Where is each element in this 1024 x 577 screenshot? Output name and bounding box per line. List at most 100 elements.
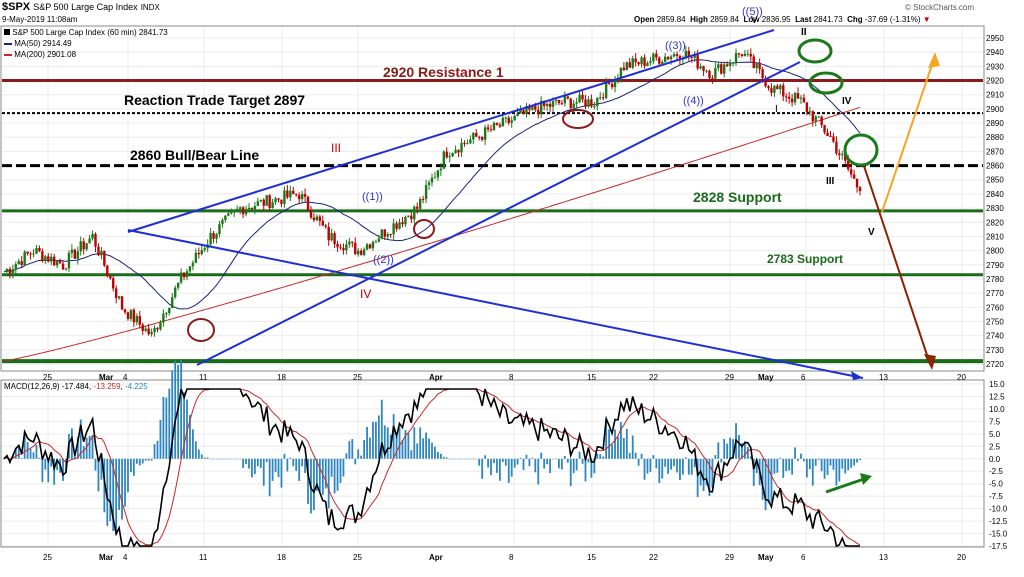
macd-hist-bar xyxy=(490,458,492,476)
macd-hist-bar xyxy=(330,458,333,477)
upper-channel-line xyxy=(127,29,775,233)
macd-hist-bar xyxy=(239,458,242,460)
orange-arrowhead-icon xyxy=(928,52,940,68)
macd-hist-bar xyxy=(640,453,643,459)
candle-body xyxy=(770,88,773,93)
candle-body xyxy=(44,256,47,261)
candle-body xyxy=(693,55,696,58)
macd-hist-bar xyxy=(558,458,560,469)
candle-body xyxy=(271,202,274,208)
wave-1-label: ((1)) xyxy=(362,191,383,203)
macd-hist-bar xyxy=(292,458,295,467)
macd-hist-bar xyxy=(82,446,85,459)
macd-tick-label: -17.5 xyxy=(989,542,1008,551)
macd-hist-bar xyxy=(135,458,138,464)
macd-tick-label: 0.0 xyxy=(989,455,1001,464)
candle-body xyxy=(292,190,295,195)
macd-hist-bar xyxy=(357,449,360,459)
macd-hist-bar xyxy=(23,431,26,459)
macd-hist-bar xyxy=(513,458,516,468)
price-x-tick: Apr xyxy=(429,373,443,382)
candle-body xyxy=(88,238,91,244)
candle-body xyxy=(132,309,136,323)
candle-body xyxy=(578,94,581,103)
price-tick-label: 2830 xyxy=(986,204,1004,213)
candle-body xyxy=(725,64,729,66)
macd-hist-bar xyxy=(209,458,212,460)
macd-hist-bar xyxy=(138,458,141,466)
candle-body xyxy=(460,142,463,153)
macd-hist-bar xyxy=(304,458,306,473)
wave-V-top-label: V xyxy=(751,15,758,26)
macd-hist-bar xyxy=(708,458,711,496)
candle-body xyxy=(451,153,454,157)
candle-body xyxy=(117,296,121,299)
macd-hist-bar xyxy=(501,458,504,462)
macd-hist-bar xyxy=(121,458,123,520)
candle-body xyxy=(38,248,41,252)
macd-hist-bar xyxy=(144,458,147,461)
macd-hist-bar xyxy=(717,442,720,459)
down-arrow-icon: ▼ xyxy=(922,15,931,24)
candle-body xyxy=(767,86,770,89)
macd-hist-bar xyxy=(44,458,47,470)
candle-body xyxy=(593,106,596,108)
candle-body xyxy=(728,62,732,66)
candle-body xyxy=(238,207,242,209)
macd-hist-bar xyxy=(504,458,507,466)
candle-body xyxy=(297,195,301,200)
macd-hist-bar xyxy=(348,440,351,459)
macd-hist-bar xyxy=(315,458,318,491)
candle-body xyxy=(628,62,631,68)
change-value: -37.69 (-1.31%) xyxy=(864,15,921,24)
ma200-line xyxy=(3,106,861,362)
candle-body xyxy=(702,66,705,71)
candle-body xyxy=(295,194,298,196)
candle-body xyxy=(761,69,764,79)
macd-hist-bar xyxy=(643,458,646,480)
candle-body xyxy=(58,261,62,264)
price-tick-label: 2840 xyxy=(986,190,1004,199)
macd-hist-bar xyxy=(552,458,554,460)
bearish-projection-line xyxy=(863,165,931,365)
candle-body xyxy=(224,215,227,221)
macd-x-tick: 11 xyxy=(199,553,208,562)
candle-body xyxy=(327,226,330,241)
macd-hist-bar xyxy=(180,360,183,459)
macd-hist-bar xyxy=(531,457,534,459)
macd-hist-bar xyxy=(844,458,847,474)
candle-body xyxy=(513,115,516,121)
macd-signal-line xyxy=(3,388,861,546)
price-tick-label: 2930 xyxy=(986,62,1004,71)
candle-body xyxy=(97,246,100,256)
candle-body xyxy=(218,224,221,235)
macd-hist-bar xyxy=(392,414,395,459)
macd-hist-bar xyxy=(743,441,746,459)
macd-hist-bar xyxy=(109,458,112,522)
candle-body xyxy=(492,122,496,131)
macd-hist-bar xyxy=(696,458,699,498)
candle-body xyxy=(427,182,431,185)
macd-hist-bar xyxy=(779,457,782,459)
candle-body xyxy=(203,248,206,251)
candle-body xyxy=(717,64,720,69)
macd-hist-bar xyxy=(50,458,53,467)
macd-hist-bar xyxy=(313,458,315,511)
macd-hist-bar xyxy=(575,458,578,471)
candle-body xyxy=(404,216,407,225)
macd-hist-bar xyxy=(416,443,419,459)
candle-body xyxy=(227,213,230,216)
wave-V-right-label: V xyxy=(868,227,875,238)
candle-body xyxy=(70,249,74,253)
price-x-tick: May xyxy=(758,373,774,382)
candle-body xyxy=(723,64,726,74)
macd-hist-bar xyxy=(599,454,602,459)
candle-body xyxy=(545,103,549,106)
candle-body xyxy=(55,261,59,266)
macd-hist-bar xyxy=(670,458,672,470)
macd-hist-bar xyxy=(637,458,640,466)
candle-body xyxy=(32,253,35,255)
candle-body xyxy=(773,85,776,93)
macd-x-axis: 25 Mar 4 11 18 25 Apr 8 15 22 29 May 6 13 20 xyxy=(43,553,966,562)
macd-hist-bar xyxy=(684,457,687,459)
